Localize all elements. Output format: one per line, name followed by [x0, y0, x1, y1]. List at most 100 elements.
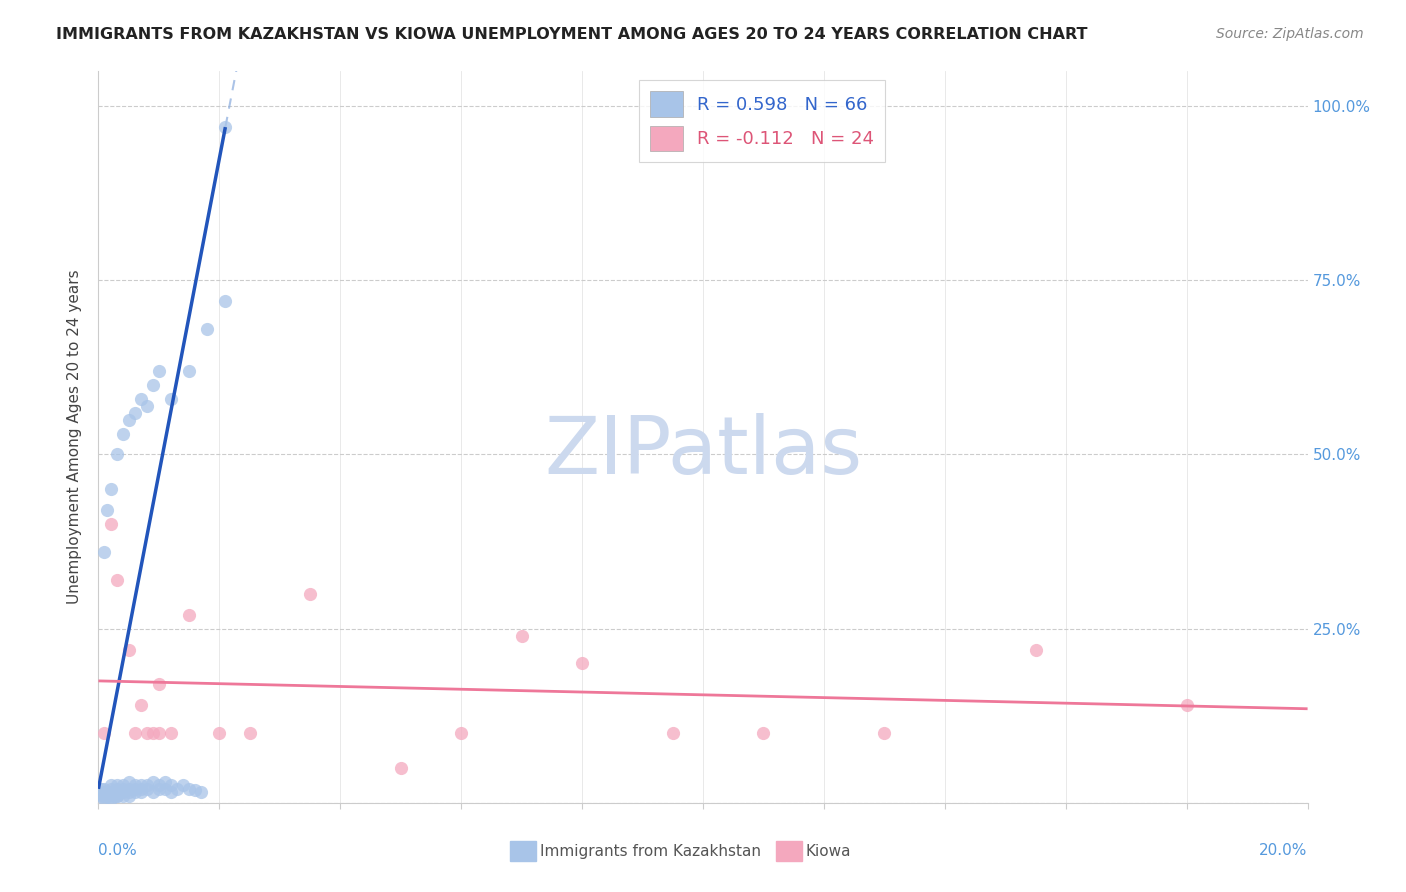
Point	[142, 785, 165, 799]
Point	[214, 294, 236, 309]
Point	[129, 392, 152, 406]
Point	[1175, 698, 1198, 713]
Y-axis label: Unemployment Among Ages 20 to 24 years: Unemployment Among Ages 20 to 24 years	[67, 269, 83, 605]
Point	[93, 789, 115, 803]
Point	[661, 726, 683, 740]
Point	[135, 726, 157, 740]
Point	[129, 785, 152, 799]
Point	[135, 781, 157, 796]
Point	[142, 377, 165, 392]
Point	[148, 677, 170, 691]
Bar	[776, 841, 803, 862]
Text: 20.0%: 20.0%	[1260, 843, 1308, 858]
Point	[148, 778, 170, 792]
Point	[96, 785, 118, 799]
Point	[103, 789, 125, 803]
Point	[190, 785, 212, 799]
Text: Immigrants from Kazakhstan: Immigrants from Kazakhstan	[540, 845, 761, 859]
Point	[184, 783, 207, 797]
Point	[108, 785, 131, 799]
Point	[752, 726, 775, 740]
Point	[142, 775, 165, 789]
Point	[93, 545, 115, 559]
Bar	[509, 841, 536, 862]
Text: Source: ZipAtlas.com: Source: ZipAtlas.com	[1216, 27, 1364, 41]
Point	[118, 785, 141, 799]
Point	[105, 789, 128, 803]
Point	[389, 761, 412, 775]
Point	[93, 726, 115, 740]
Point	[105, 781, 128, 796]
Text: 0.0%: 0.0%	[98, 843, 138, 858]
Point	[111, 426, 134, 441]
Point	[111, 781, 134, 796]
Point	[124, 406, 146, 420]
Point	[111, 789, 134, 803]
Point	[96, 503, 118, 517]
Point	[93, 789, 115, 803]
Point	[179, 607, 201, 622]
Point	[93, 781, 115, 796]
Point	[118, 412, 141, 426]
Point	[105, 573, 128, 587]
Point	[118, 775, 141, 789]
Point	[100, 785, 122, 799]
Point	[129, 778, 152, 792]
Point	[96, 789, 118, 803]
Point	[195, 322, 218, 336]
Point	[129, 698, 152, 713]
Point	[90, 789, 112, 803]
Point	[214, 120, 236, 134]
Point	[571, 657, 593, 671]
Point	[153, 781, 176, 796]
Point	[135, 778, 157, 792]
Point	[111, 785, 134, 799]
Point	[179, 781, 201, 796]
Point	[208, 726, 231, 740]
Point	[299, 587, 322, 601]
Text: IMMIGRANTS FROM KAZAKHSTAN VS KIOWA UNEMPLOYMENT AMONG AGES 20 TO 24 YEARS CORRE: IMMIGRANTS FROM KAZAKHSTAN VS KIOWA UNEM…	[56, 27, 1088, 42]
Point	[105, 785, 128, 799]
Point	[873, 726, 896, 740]
Point	[111, 778, 134, 792]
Point	[160, 785, 183, 799]
Point	[105, 789, 128, 803]
Point	[100, 778, 122, 792]
Point	[124, 778, 146, 792]
Point	[172, 778, 194, 792]
Text: ZIPatlas: ZIPatlas	[544, 413, 862, 491]
Point	[160, 726, 183, 740]
Point	[105, 448, 128, 462]
Point	[118, 781, 141, 796]
Point	[148, 364, 170, 378]
Point	[129, 781, 152, 796]
Point	[148, 726, 170, 740]
Point	[124, 785, 146, 799]
Point	[239, 726, 262, 740]
Point	[1024, 642, 1046, 657]
Point	[179, 364, 201, 378]
Point	[100, 781, 122, 796]
Point	[160, 778, 183, 792]
Point	[124, 781, 146, 796]
Point	[100, 483, 122, 497]
Point	[105, 778, 128, 792]
Point	[166, 781, 188, 796]
Point	[135, 399, 157, 413]
Point	[93, 785, 115, 799]
Point	[142, 726, 165, 740]
Point	[450, 726, 472, 740]
Point	[124, 726, 146, 740]
Text: Kiowa: Kiowa	[806, 845, 851, 859]
Point	[90, 781, 112, 796]
Point	[160, 392, 183, 406]
Legend: R = 0.598   N = 66, R = -0.112   N = 24: R = 0.598 N = 66, R = -0.112 N = 24	[640, 80, 886, 162]
Point	[100, 789, 122, 803]
Point	[100, 792, 122, 806]
Point	[118, 789, 141, 803]
Point	[93, 792, 115, 806]
Point	[100, 517, 122, 532]
Point	[153, 775, 176, 789]
Point	[118, 642, 141, 657]
Point	[148, 781, 170, 796]
